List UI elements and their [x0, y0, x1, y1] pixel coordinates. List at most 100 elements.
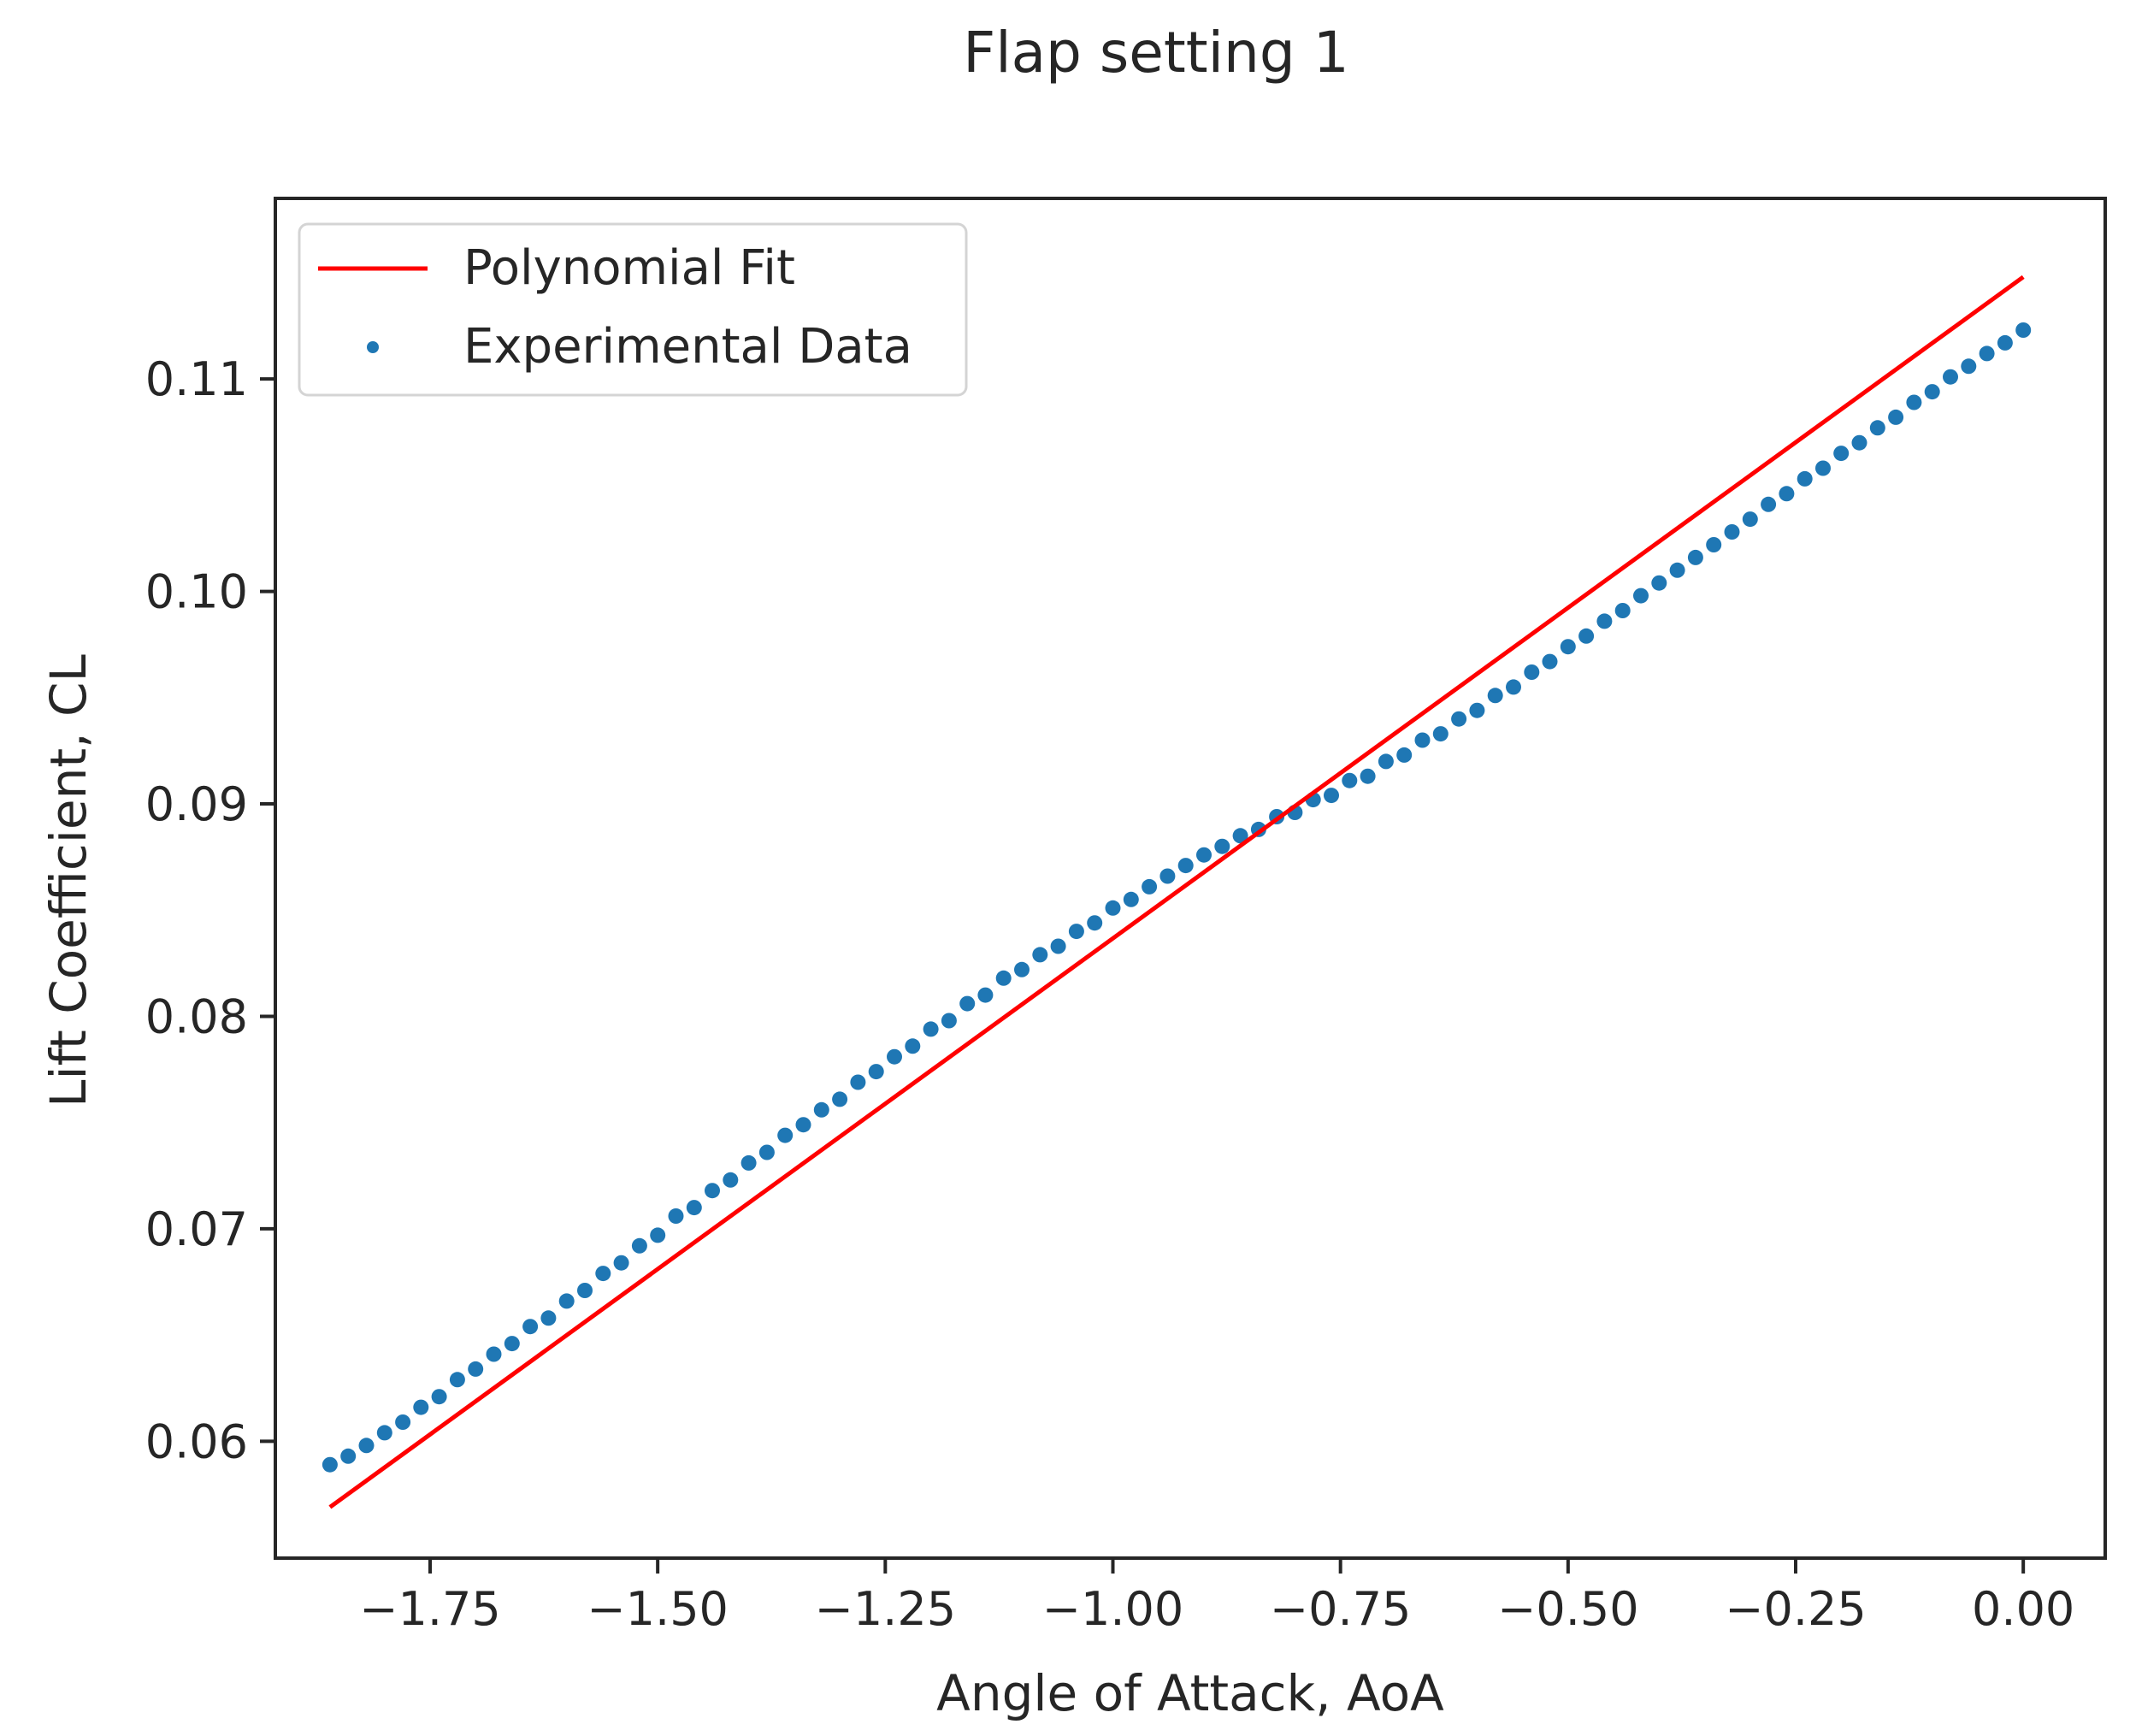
data-point: [941, 1013, 957, 1029]
data-point: [468, 1361, 484, 1377]
data-point: [795, 1117, 811, 1133]
data-point: [1724, 524, 1740, 540]
data-point: [1797, 470, 1813, 487]
data-point: [1651, 575, 1667, 591]
x-tick-label: −0.50: [1497, 1582, 1638, 1636]
data-point: [887, 1048, 902, 1065]
data-point: [1414, 732, 1431, 748]
data-point: [1032, 947, 1048, 963]
data-point: [522, 1319, 539, 1335]
data-point: [868, 1064, 884, 1080]
data-point: [1906, 394, 1922, 410]
data-point: [486, 1346, 502, 1362]
data-point: [1324, 788, 1339, 804]
data-point: [595, 1266, 611, 1282]
data-point: [758, 1144, 775, 1160]
legend-data-label: Experimental Data: [463, 319, 912, 375]
data-point: [431, 1389, 447, 1405]
data-point: [1451, 711, 1467, 727]
data-point: [322, 1456, 338, 1473]
plot-frame: [274, 197, 2107, 1560]
y-tick-label: 0.06: [145, 1414, 248, 1468]
data-point: [504, 1336, 520, 1352]
y-axis-ticks: 0.06 0.07 0.08 0.09 0.10 0.11: [145, 352, 275, 1468]
data-point: [832, 1091, 848, 1107]
y-axis-label: Lift Coefficient, CL: [39, 654, 97, 1107]
x-tick-label: −1.25: [815, 1582, 956, 1636]
data-point: [1851, 434, 1867, 451]
data-point: [1177, 858, 1194, 874]
data-point: [1779, 486, 1795, 502]
data-point: [1342, 772, 1358, 788]
y-tick-label: 0.11: [145, 352, 248, 406]
data-point: [1687, 549, 1703, 565]
x-tick-label: 0.00: [1972, 1582, 2074, 1636]
x-tick-label: −0.75: [1270, 1582, 1411, 1636]
data-point: [1833, 446, 1850, 462]
data-point: [1050, 938, 1066, 954]
x-tick-label: −1.75: [359, 1582, 500, 1636]
data-point: [1159, 868, 1176, 884]
data-point: [1761, 496, 1777, 512]
data-point: [1524, 664, 1540, 680]
chart-title: Flap setting 1: [963, 20, 1348, 86]
data-point: [740, 1154, 757, 1171]
data-point: [1633, 588, 1649, 604]
data-point: [686, 1200, 702, 1216]
data-point: [2015, 322, 2032, 338]
data-point: [1961, 358, 1977, 375]
legend: Polynomial Fit Experimental Data: [298, 222, 968, 397]
data-point: [1815, 460, 1831, 476]
data-point: [1706, 537, 1722, 552]
data-point: [995, 970, 1012, 986]
data-point: [723, 1172, 739, 1188]
data-point: [1997, 334, 2013, 351]
data-point: [668, 1208, 684, 1224]
y-tick-label: 0.09: [145, 777, 248, 831]
data-point: [1087, 915, 1103, 931]
x-axis-ticks: −1.75 −1.50 −1.25 −1.00 −0.75 −0.50 −0.25 0.00: [359, 1558, 2074, 1636]
data-point: [1378, 753, 1394, 770]
x-axis-label: Angle of Attack, AoA: [936, 1664, 1444, 1722]
data-point: [449, 1372, 465, 1388]
x-tick-label: −1.00: [1042, 1582, 1183, 1636]
data-point: [1396, 747, 1413, 763]
data-point: [1578, 628, 1595, 644]
data-point: [923, 1021, 939, 1037]
data-point: [977, 987, 994, 1003]
data-point: [1596, 613, 1613, 629]
data-point: [705, 1183, 720, 1199]
data-point: [1614, 603, 1631, 618]
data-point: [1487, 688, 1503, 704]
data-point: [358, 1438, 375, 1454]
data-point: [577, 1283, 593, 1298]
data-point: [1232, 828, 1248, 844]
data-point: [1869, 420, 1885, 436]
data-point: [1560, 639, 1576, 655]
y-tick-label: 0.10: [145, 565, 248, 619]
data-point: [1506, 679, 1521, 695]
data-point: [1888, 409, 1904, 425]
data-point: [558, 1293, 575, 1309]
data-point: [1943, 369, 1958, 385]
data-point: [813, 1101, 829, 1118]
y-tick-label: 0.08: [145, 989, 248, 1043]
data-point: [395, 1414, 411, 1430]
data-point: [413, 1399, 429, 1415]
data-point: [1469, 702, 1485, 718]
legend-fit-label: Polynomial Fit: [463, 240, 795, 296]
data-point: [376, 1425, 392, 1441]
data-point: [1142, 878, 1158, 895]
data-point: [1979, 345, 1995, 362]
data-point: [1123, 891, 1139, 907]
data-point: [1669, 562, 1685, 578]
scatter-layer: [322, 322, 2032, 1473]
data-point: [631, 1237, 647, 1254]
data-point: [1105, 900, 1121, 916]
legend-box: [298, 222, 968, 397]
data-point: [650, 1227, 666, 1243]
plot-area: [275, 198, 2105, 1558]
data-point: [1068, 924, 1084, 940]
data-point: [1542, 653, 1558, 670]
